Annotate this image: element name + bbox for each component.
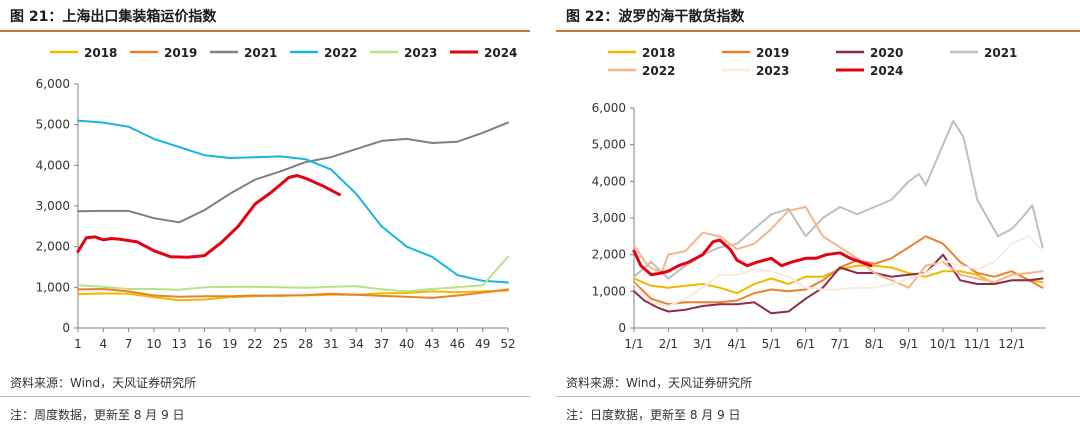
x-tick-label: 10/1 <box>930 337 957 351</box>
y-tick-label: 2,000 <box>36 240 70 254</box>
x-tick-label: 12/1 <box>998 337 1025 351</box>
legend-label-2018: 2018 <box>84 46 117 60</box>
legend-label-2020: 2020 <box>870 46 903 60</box>
series-line-2021 <box>77 121 509 224</box>
series-group <box>76 119 509 302</box>
y-tick-label: 4,000 <box>592 174 626 188</box>
x-tick-label: 16 <box>197 337 212 351</box>
x-tick-label: 28 <box>298 337 313 351</box>
x-tick-label: 34 <box>349 337 364 351</box>
series-line-2023 <box>633 235 1044 307</box>
x-axis: 1/1 2/1 3/1 4/1 5/1 6/1 7/1 8/1 9/1 10/1 11/1 12/1 <box>624 327 1046 351</box>
series-line-2024 <box>632 238 873 277</box>
series-line-2024 <box>76 174 341 259</box>
x-tick-label: 1/1 <box>624 337 643 351</box>
y-tick-label: 1,000 <box>592 284 626 298</box>
legend-label-2023: 2023 <box>404 46 437 60</box>
series-line-2022 <box>633 206 1044 289</box>
update-note: 注：周度数据，更新至 8 月 9 日 <box>10 408 185 422</box>
y-axis: 0 1,000 2,000 3,000 4,000 5,000 6,000 <box>36 77 79 335</box>
bdi-line-chart: 0 1,000 2,000 3,000 4,000 5,000 6,000 1/1 2/1 3/1… <box>592 46 1046 351</box>
legend-label-2021: 2021 <box>244 46 277 60</box>
series-line-2019 <box>77 288 509 299</box>
update-note: 注：日度数据，更新至 8 月 9 日 <box>566 408 741 422</box>
legend: 2018 2019 2021 2022 2023 2024 <box>50 46 517 60</box>
y-axis: 0 1,000 2,000 3,000 4,000 5,000 6,000 <box>592 101 635 335</box>
x-tick-label: 13 <box>172 337 187 351</box>
x-tick-label: 25 <box>273 337 288 351</box>
series-group <box>632 119 1044 315</box>
series-line-2021 <box>633 119 1044 280</box>
x-tick-label: 31 <box>323 337 338 351</box>
legend: 2018 2019 2020 2021 2022 2023 2024 <box>608 46 1017 78</box>
legend-label-2021: 2021 <box>984 46 1017 60</box>
x-tick-label: 4/1 <box>727 337 746 351</box>
x-tick-label: 2/1 <box>659 337 678 351</box>
x-tick-label: 40 <box>399 337 414 351</box>
y-tick-label: 4,000 <box>36 158 70 172</box>
x-tick-label: 9/1 <box>899 337 918 351</box>
y-tick-label: 1,000 <box>36 280 70 294</box>
y-tick-label: 0 <box>618 321 626 335</box>
x-tick-label: 7/1 <box>830 337 849 351</box>
y-tick-label: 3,000 <box>36 199 70 213</box>
note-divider <box>0 396 530 397</box>
series-line-2020 <box>633 253 1044 315</box>
x-tick-label: 49 <box>475 337 490 351</box>
y-tick-label: 5,000 <box>36 118 70 132</box>
x-tick-label: 19 <box>222 337 237 351</box>
shcfi-panel: 图 21：上海出口集装箱运价指数 0 1,000 2,000 3,000 4,000 5,… <box>0 0 536 430</box>
x-tick-label: 46 <box>450 337 465 351</box>
series-line-2018 <box>633 264 1044 295</box>
x-tick-label: 6/1 <box>796 337 815 351</box>
figure-title: 图 22：波罗的海干散货指数 <box>566 9 745 25</box>
y-tick-label: 3,000 <box>592 211 626 225</box>
note-divider <box>556 396 1080 397</box>
x-tick-label: 8/1 <box>865 337 884 351</box>
series-line-2022 <box>77 119 509 284</box>
legend-label-2022: 2022 <box>642 64 675 78</box>
x-tick-label: 1 <box>74 337 82 351</box>
series-line-2023 <box>77 255 509 293</box>
bdi-panel: 图 22：波罗的海干散货指数 0 1,000 2,000 3,000 4,000 5,00… <box>556 0 1080 430</box>
legend-label-2019: 2019 <box>164 46 197 60</box>
legend-label-2024: 2024 <box>484 46 517 60</box>
shcfi-line-chart: 0 1,000 2,000 3,000 4,000 5,000 6,000 1 4 7 10 13 16… <box>36 46 518 351</box>
y-tick-label: 5,000 <box>592 138 626 152</box>
legend-label-2022: 2022 <box>324 46 357 60</box>
legend-label-2024: 2024 <box>870 64 903 78</box>
y-tick-label: 0 <box>62 321 70 335</box>
x-tick-label: 11/1 <box>964 337 991 351</box>
source-note: 资料来源：Wind，天风证券研究所 <box>10 376 197 390</box>
x-tick-label: 4 <box>99 337 107 351</box>
y-tick-label: 6,000 <box>36 77 70 91</box>
x-tick-label: 7 <box>125 337 133 351</box>
source-note: 资料来源：Wind，天风证券研究所 <box>566 376 753 390</box>
x-tick-label: 10 <box>146 337 161 351</box>
title-divider <box>556 30 1080 32</box>
x-tick-label: 43 <box>424 337 439 351</box>
figure-title: 图 21：上海出口集装箱运价指数 <box>10 9 217 25</box>
x-tick-label: 5/1 <box>762 337 781 351</box>
legend-label-2019: 2019 <box>756 46 789 60</box>
x-axis: 1 4 7 10 13 16 19 22 25 28 31 34 37 40 43 46 49 52 <box>74 327 516 351</box>
x-tick-label: 37 <box>374 337 389 351</box>
x-tick-label: 52 <box>500 337 515 351</box>
x-tick-label: 22 <box>247 337 262 351</box>
y-tick-label: 2,000 <box>592 248 626 262</box>
legend-label-2023: 2023 <box>756 64 789 78</box>
y-tick-label: 6,000 <box>592 101 626 115</box>
legend-label-2018: 2018 <box>642 46 675 60</box>
title-divider <box>0 30 530 32</box>
x-tick-label: 3/1 <box>693 337 712 351</box>
